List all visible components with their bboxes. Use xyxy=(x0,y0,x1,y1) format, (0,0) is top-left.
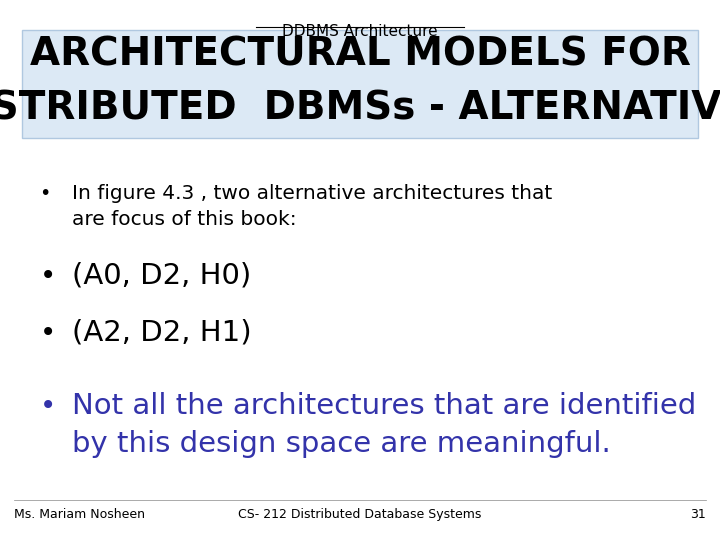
Text: (A0, D2, H0): (A0, D2, H0) xyxy=(72,262,251,290)
FancyBboxPatch shape xyxy=(22,30,698,138)
Text: ARCHITECTURAL MODELS FOR: ARCHITECTURAL MODELS FOR xyxy=(30,35,690,73)
Text: In figure 4.3 , two alternative architectures that
are focus of this book:: In figure 4.3 , two alternative architec… xyxy=(72,184,552,229)
Text: DISTRIBUTED  DBMSs - ALTERNATIVES: DISTRIBUTED DBMSs - ALTERNATIVES xyxy=(0,89,720,127)
Text: DDBMS Architecture: DDBMS Architecture xyxy=(282,24,438,39)
Text: Ms. Mariam Nosheen: Ms. Mariam Nosheen xyxy=(14,508,145,521)
Text: •: • xyxy=(40,319,56,347)
Text: •: • xyxy=(40,184,51,202)
Text: •: • xyxy=(40,392,56,420)
Text: CS- 212 Distributed Database Systems: CS- 212 Distributed Database Systems xyxy=(238,508,482,521)
Text: 31: 31 xyxy=(690,508,706,521)
Text: •: • xyxy=(40,262,56,290)
Text: Not all the architectures that are identified
by this design space are meaningfu: Not all the architectures that are ident… xyxy=(72,392,696,458)
Text: (A2, D2, H1): (A2, D2, H1) xyxy=(72,319,251,347)
